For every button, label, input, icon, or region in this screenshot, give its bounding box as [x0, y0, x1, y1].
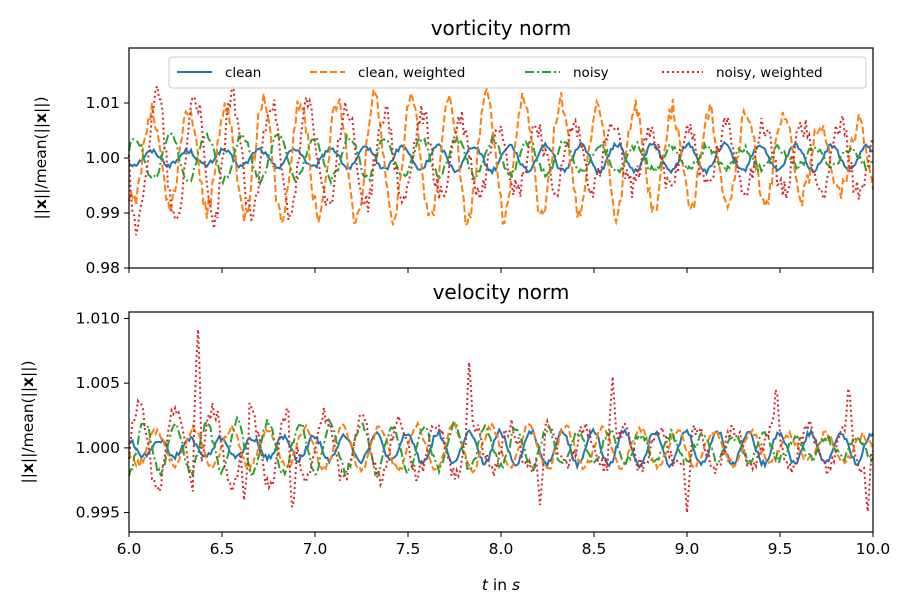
- xtick-label: 7.0: [303, 540, 328, 558]
- series-line-noisy: [128, 415, 874, 477]
- legend-label-clean: clean: [225, 65, 261, 81]
- series-line-clean-weighted: [128, 85, 874, 227]
- xtick-label: 7.5: [396, 540, 421, 558]
- series-line-clean-weighted: [128, 420, 874, 475]
- series-line-noisy-weighted: [128, 329, 874, 513]
- xtick-label: 9.5: [768, 540, 793, 558]
- ytick-label: 1.01: [85, 94, 120, 112]
- xtick-label: 6.0: [117, 540, 142, 558]
- series-line-clean: [128, 427, 874, 471]
- xtick-label: 9.0: [675, 540, 700, 558]
- velocity-ylabel: ||x||/mean(||x||): [19, 360, 37, 483]
- xtick-label: 6.5: [210, 540, 235, 558]
- legend-label-clean-weighted: clean, weighted: [358, 65, 465, 81]
- xtick-label: 10.0: [856, 540, 891, 558]
- legend-frame: [168, 56, 867, 89]
- x-axis-label: t in s: [482, 576, 520, 594]
- vorticity-ylabel: ||x||/mean(||x||): [32, 96, 50, 219]
- xtick-label: 8.5: [582, 540, 607, 558]
- ytick-label: 1.00: [85, 149, 120, 167]
- vorticity-title: vorticity norm: [431, 16, 572, 40]
- vorticity-panel: vorticity norm 0.98 0.99 1.00 1.01 ||x||/me…: [32, 16, 874, 277]
- xtick-label: 8.0: [489, 540, 514, 558]
- velocity-panel: velocity norm 0.995 1.000 1.005 1.010 6.0 6.5…: [19, 280, 890, 594]
- legend-label-noisy-weighted: noisy, weighted: [716, 65, 823, 81]
- ytick-label: 0.98: [85, 259, 120, 277]
- legend: clean clean, weighted noisy noisy, weigh…: [168, 56, 867, 89]
- velocity-title: velocity norm: [433, 280, 570, 304]
- series-line-noisy: [128, 131, 873, 187]
- ytick-label: 1.010: [76, 309, 120, 327]
- legend-label-noisy: noisy: [573, 65, 609, 81]
- series-line-clean: [128, 140, 874, 177]
- ytick-label: 0.99: [85, 204, 120, 222]
- ytick-label: 1.005: [76, 374, 120, 392]
- ytick-label: 1.000: [76, 439, 120, 457]
- ytick-label: 0.995: [76, 504, 120, 522]
- series-line-noisy-weighted: [128, 83, 874, 236]
- velocity-axes-frame: [128, 311, 874, 533]
